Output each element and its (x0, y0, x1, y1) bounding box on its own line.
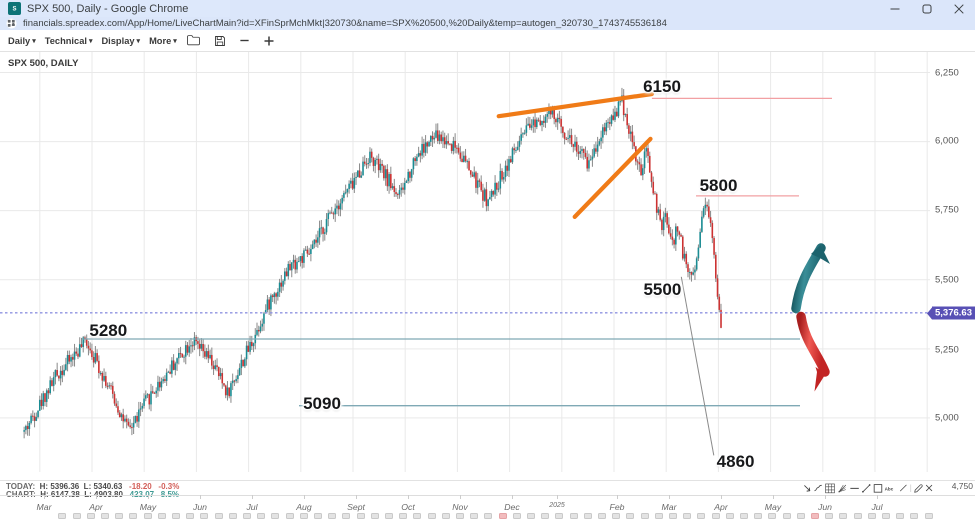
svg-text:S: S (12, 6, 16, 12)
svg-text:Abc: Abc (885, 486, 894, 491)
